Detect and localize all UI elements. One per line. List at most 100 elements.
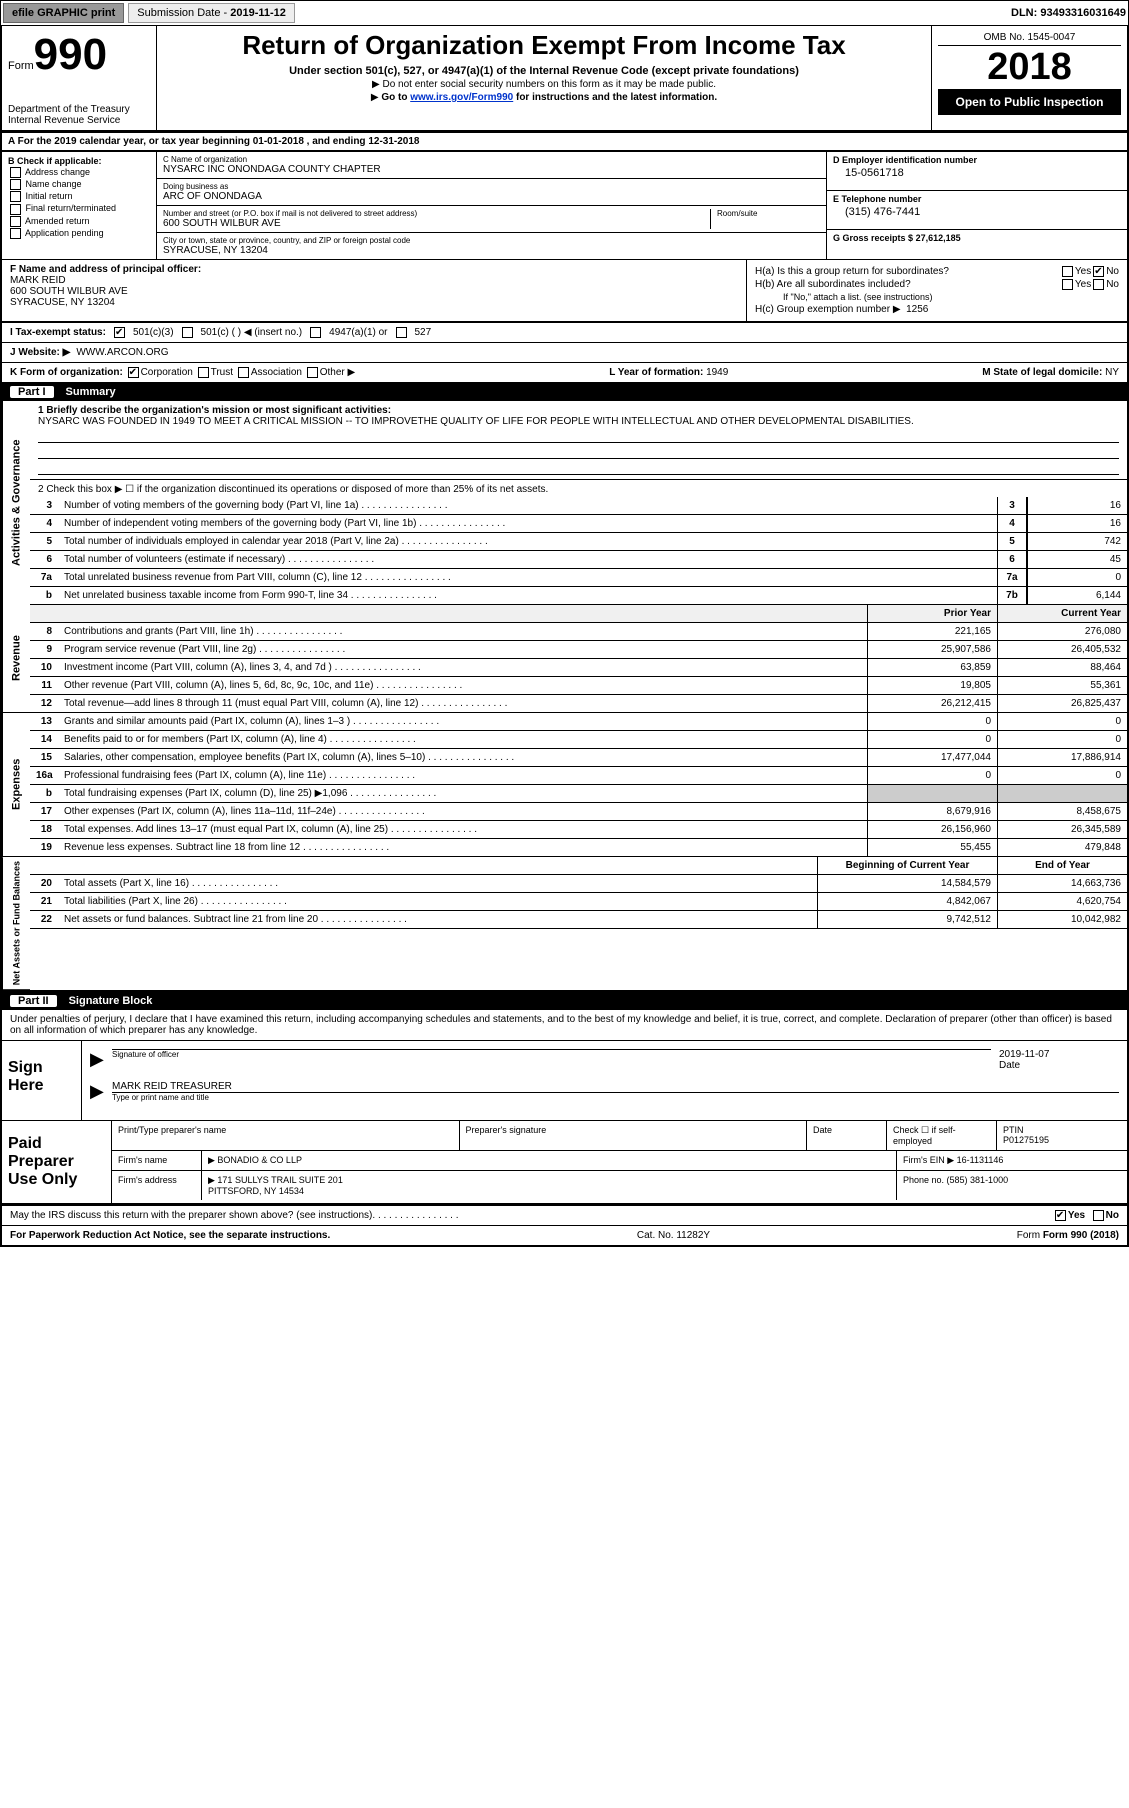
dba-label: Doing business as (163, 182, 820, 191)
sig-declaration: Under penalties of perjury, I declare th… (2, 1010, 1127, 1041)
chk-initial-return[interactable]: Initial return (8, 191, 150, 202)
side-expenses: Expenses (2, 713, 30, 857)
chk-4947[interactable] (310, 327, 321, 338)
org-name-label: C Name of organization (163, 155, 820, 164)
block-bcd: B Check if applicable: Address change Na… (0, 152, 1129, 259)
website-row: J Website: ▶ WWW.ARCON.ORG (0, 343, 1129, 363)
expense-line: 16aProfessional fundraising fees (Part I… (30, 767, 1127, 785)
phone-value: (315) 476-7441 (833, 204, 1121, 226)
dln: DLN: 93493316031649 (1011, 7, 1126, 19)
part2-header: Part II Signature Block (0, 992, 1129, 1010)
netassets-line: 20Total assets (Part X, line 16) 14,584,… (30, 875, 1127, 893)
discuss-row: May the IRS discuss this return with the… (0, 1206, 1129, 1226)
line-2: 2 Check this box ▶ ☐ if the organization… (30, 480, 1127, 497)
sig-name-title: MARK REID TREASURER (112, 1081, 1119, 1092)
chk-final-return[interactable]: Final return/terminated (8, 203, 150, 214)
netassets-line: 22Net assets or fund balances. Subtract … (30, 911, 1127, 929)
form-title: Return of Organization Exempt From Incom… (163, 30, 925, 61)
efile-button[interactable]: efile GRAPHIC print (3, 3, 124, 23)
gov-line: 4 Number of independent voting members o… (30, 515, 1127, 533)
summary-table: Activities & Governance 1 Briefly descri… (0, 401, 1129, 992)
chk-application-pending[interactable]: Application pending (8, 228, 150, 239)
form-990-cell: Form990 Department of the Treasury Inter… (2, 26, 157, 130)
phone-label: E Telephone number (833, 194, 1121, 204)
hb-label: H(b) Are all subordinates included? (755, 279, 1060, 290)
chk-amended-return[interactable]: Amended return (8, 216, 150, 227)
officer-addr2: SYRACUSE, NY 13204 (10, 297, 115, 308)
street-value: 600 SOUTH WILBUR AVE (163, 218, 710, 229)
expense-line: 18Total expenses. Add lines 13–17 (must … (30, 821, 1127, 839)
hb-note: If "No," attach a list. (see instruction… (755, 292, 1119, 302)
discuss-yes-checkbox[interactable] (1055, 1210, 1066, 1221)
room-label: Room/suite (717, 209, 820, 218)
expense-line: 17Other expenses (Part IX, column (A), l… (30, 803, 1127, 821)
part1-header: Part I Summary (0, 383, 1129, 401)
pp-row-2: Firm's name▶ BONADIO & CO LLPFirm's EIN … (112, 1151, 1127, 1171)
paid-preparer-label: Paid Preparer Use Only (2, 1121, 112, 1203)
officer-addr1: 600 SOUTH WILBUR AVE (10, 286, 128, 297)
hb-no-checkbox[interactable] (1093, 279, 1104, 290)
gov-line: 7a Total unrelated business revenue from… (30, 569, 1127, 587)
expense-line: 15Salaries, other compensation, employee… (30, 749, 1127, 767)
chk-assoc[interactable] (238, 367, 249, 378)
revenue-line: 12Total revenue—add lines 8 through 11 (… (30, 695, 1127, 713)
ha-yes-checkbox[interactable] (1062, 266, 1073, 277)
hc-label: H(c) Group exemption number ▶ (755, 304, 901, 315)
side-netassets: Net Assets or Fund Balances (2, 857, 30, 990)
org-name: NYSARC INC ONONDAGA COUNTY CHAPTER (163, 164, 820, 175)
submission-label: Submission Date - 2019-11-12 (128, 3, 295, 23)
ha-no-checkbox[interactable] (1093, 266, 1104, 277)
mission-text: NYSARC WAS FOUNDED IN 1949 TO MEET A CRI… (38, 416, 914, 427)
c-column: C Name of organization NYSARC INC ONONDA… (157, 152, 827, 259)
b-column: B Check if applicable: Address change Na… (2, 152, 157, 259)
signature-block: Under penalties of perjury, I declare th… (0, 1010, 1129, 1206)
expense-line: bTotal fundraising expenses (Part IX, co… (30, 785, 1127, 803)
na-header: Beginning of Current Year End of Year (30, 857, 1127, 875)
ein-value: 15-0561718 (833, 165, 1121, 187)
sign-arrow-icon: ▶ (90, 1049, 104, 1071)
chk-501c[interactable] (182, 327, 193, 338)
chk-527[interactable] (396, 327, 407, 338)
sign-arrow-icon: ▶ (90, 1081, 104, 1102)
netassets-line: 21Total liabilities (Part X, line 26) 4,… (30, 893, 1127, 911)
open-inspection: Open to Public Inspection (938, 89, 1121, 115)
gov-line: b Net unrelated business taxable income … (30, 587, 1127, 605)
chk-other[interactable] (307, 367, 318, 378)
chk-trust[interactable] (198, 367, 209, 378)
d-column: D Employer identification number 15-0561… (827, 152, 1127, 259)
chk-501c3[interactable] (114, 327, 125, 338)
subtitle-2: Do not enter social security numbers on … (163, 79, 925, 90)
subtitle-1: Under section 501(c), 527, or 4947(a)(1)… (163, 65, 925, 77)
title-cell: Return of Organization Exempt From Incom… (157, 26, 932, 130)
mission-block: 1 Briefly describe the organization's mi… (30, 401, 1127, 480)
discuss-no-checkbox[interactable] (1093, 1210, 1104, 1221)
hb-yes-checkbox[interactable] (1062, 279, 1073, 290)
hc-value: 1256 (906, 304, 928, 315)
chk-corp[interactable] (128, 367, 139, 378)
dba-value: ARC OF ONONDAGA (163, 191, 820, 202)
gov-line: 3 Number of voting members of the govern… (30, 497, 1127, 515)
irs-link[interactable]: www.irs.gov/Form990 (410, 92, 513, 103)
street-label: Number and street (or P.O. box if mail i… (163, 209, 710, 218)
year-cell: OMB No. 1545-0047 2018 Open to Public In… (932, 26, 1127, 130)
sign-here-label: Sign Here (2, 1041, 82, 1120)
revenue-line: 8Contributions and grants (Part VIII, li… (30, 623, 1127, 641)
officer-name: MARK REID (10, 275, 66, 286)
revenue-line: 11Other revenue (Part VIII, column (A), … (30, 677, 1127, 695)
pp-row-3: Firm's address▶ 171 SULLYS TRAIL SUITE 2… (112, 1171, 1127, 1200)
chk-name-change[interactable]: Name change (8, 179, 150, 190)
gov-line: 6 Total number of volunteers (estimate i… (30, 551, 1127, 569)
website-value: WWW.ARCON.ORG (76, 347, 168, 358)
revenue-line: 9Program service revenue (Part VIII, lin… (30, 641, 1127, 659)
subtitle-3: Go to www.irs.gov/Form990 for instructio… (163, 92, 925, 103)
expense-line: 19Revenue less expenses. Subtract line 1… (30, 839, 1127, 857)
chk-address-change[interactable]: Address change (8, 167, 150, 178)
sig-officer-label: Signature of officer (112, 1050, 991, 1059)
gov-line: 5 Total number of individuals employed i… (30, 533, 1127, 551)
block-fh: F Name and address of principal officer:… (0, 259, 1129, 323)
f-column: F Name and address of principal officer:… (2, 260, 747, 321)
h-column: H(a) Is this a group return for subordin… (747, 260, 1127, 321)
gross-label: G Gross receipts $ 27,612,185 (833, 233, 961, 243)
department-label: Department of the Treasury Internal Reve… (8, 104, 150, 126)
ha-label: H(a) Is this a group return for subordin… (755, 266, 1060, 277)
